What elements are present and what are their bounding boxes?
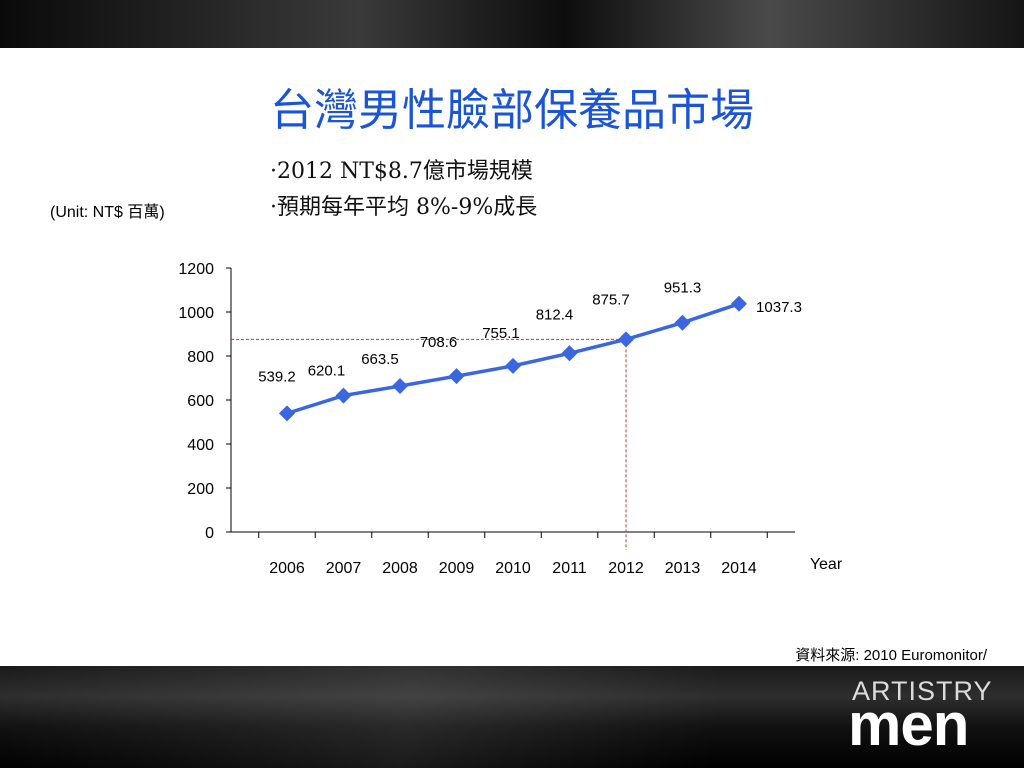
- y-tick-label: 1200: [178, 261, 214, 278]
- data-label: 1037.3: [756, 299, 802, 316]
- bullet-text: 預期每年平均 8%-9%成長: [277, 195, 538, 220]
- x-tick-label: 2014: [721, 560, 757, 577]
- y-tick-label: 400: [187, 437, 214, 454]
- y-tick-label: 600: [187, 393, 214, 410]
- unit-note: (Unit: NT$ 百萬): [50, 204, 165, 221]
- y-tick-label: 1000: [178, 305, 214, 322]
- source-note: 資料來源: 2010 Euromonitor/: [795, 647, 987, 664]
- x-tick-label: 2013: [665, 560, 701, 577]
- data-label: 812.4: [536, 306, 574, 323]
- data-point-marker: [561, 345, 578, 362]
- y-tick-label: 800: [187, 349, 214, 366]
- x-tick-label: 2008: [382, 560, 418, 577]
- bullet-item: ·2012 NT$8.7億市場規模: [270, 159, 533, 184]
- bullet-list: ·2012 NT$8.7億市場規模 ·預期每年平均 8%-9%成長: [270, 154, 537, 226]
- data-point-marker: [505, 357, 521, 374]
- footer-band: [0, 666, 1024, 768]
- data-point-marker: [279, 405, 295, 422]
- y-tick-label: 0: [205, 525, 214, 542]
- data-point-marker: [731, 295, 747, 312]
- data-label: 755.1: [482, 325, 520, 342]
- x-tick-label: 2006: [269, 560, 305, 577]
- data-point-marker: [674, 314, 691, 331]
- data-label: 708.6: [420, 334, 458, 351]
- data-label: 875.7: [592, 291, 630, 308]
- data-point-marker: [392, 378, 408, 395]
- slide-title: 台灣男性臉部保養品市場: [270, 85, 754, 136]
- brand-logo-line1: ARTISTRY: [852, 676, 993, 706]
- data-label: 951.3: [664, 280, 702, 297]
- y-tick-label: 200: [187, 481, 214, 498]
- data-label: 663.5: [361, 351, 399, 368]
- x-tick-label: 2011: [552, 560, 587, 577]
- data-point-marker: [335, 387, 352, 404]
- data-label: 620.1: [308, 363, 346, 380]
- data-point-marker: [448, 368, 465, 385]
- data-point-marker: [618, 331, 634, 348]
- data-label: 539.2: [258, 368, 296, 385]
- header-band: [0, 0, 1024, 48]
- bullet-text: 2012 NT$8.7億市場規模: [277, 159, 533, 184]
- x-tick-label: 2010: [495, 560, 531, 577]
- bullet-item: ·預期每年平均 8%-9%成長: [270, 195, 538, 220]
- x-tick-label: 2012: [608, 560, 644, 577]
- x-axis-title: Year: [810, 556, 843, 573]
- x-tick-label: 2007: [326, 560, 362, 577]
- x-tick-label: 2009: [439, 560, 475, 577]
- brand-logo-line2: men: [848, 691, 969, 758]
